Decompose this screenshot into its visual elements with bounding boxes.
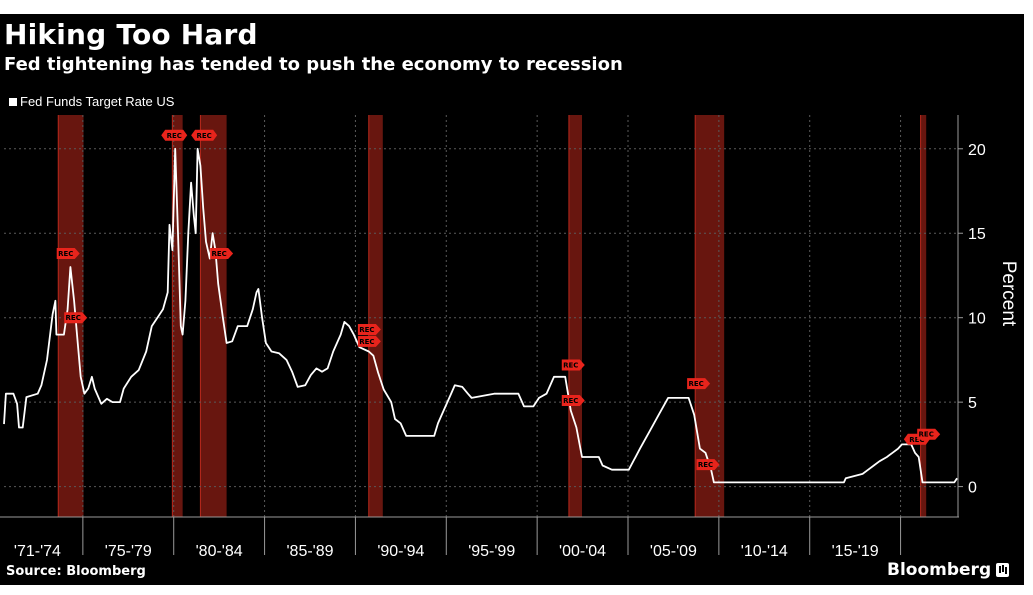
- legend-swatch: [9, 97, 17, 106]
- rec-marker-label: REC: [563, 361, 578, 369]
- recession-band: [695, 115, 725, 517]
- rec-marker: REC: [210, 248, 234, 260]
- rec-marker-shape: [561, 359, 585, 371]
- y-tick-label: 20: [968, 142, 986, 159]
- rec-marker-shape: [161, 129, 188, 141]
- y-axis-label: Percent: [998, 261, 1019, 327]
- rec-marker-shape: [191, 129, 218, 141]
- chart-subtitle: Fed tightening has tended to push the ec…: [4, 54, 623, 75]
- rec-marker-shape: [917, 428, 941, 440]
- rec-marker: REC: [56, 248, 80, 260]
- rec-marker-label: REC: [698, 461, 713, 469]
- x-tick-label: '00-'04: [559, 543, 606, 560]
- chart-title: Hiking Too Hard: [4, 18, 258, 51]
- rec-marker-shape: [56, 248, 80, 260]
- chart-frame: REC REC REC REC REC REC REC REC REC REC REC REC REC …: [0, 14, 1024, 585]
- recession-band: [568, 115, 583, 517]
- x-tick-label: '05-'09: [650, 543, 697, 560]
- legend-label: Fed Funds Target Rate US: [20, 94, 175, 109]
- source-note: Source: Bloomberg: [6, 564, 146, 579]
- rec-marker-label: REC: [58, 250, 73, 258]
- rec-marker-label: REC: [688, 380, 703, 388]
- series-line: [3, 147, 958, 484]
- rec-marker-label: REC: [359, 326, 374, 334]
- rec-marker: REC: [696, 459, 720, 471]
- rec-marker-shape: [357, 324, 381, 336]
- rec-marker-shape: [210, 248, 234, 260]
- rec-marker-label: REC: [66, 314, 81, 322]
- brand-logo: Bloomberg: [887, 560, 1010, 580]
- y-tick-label: 15: [968, 226, 986, 243]
- x-tick-label: '85-'89: [286, 543, 333, 560]
- x-tick-label: '90-'94: [377, 543, 424, 560]
- rec-marker: REC: [917, 428, 941, 440]
- rec-marker-label: REC: [909, 436, 924, 444]
- rec-marker: REC: [687, 378, 711, 390]
- rec-marker-label: REC: [563, 397, 578, 405]
- terminal-icon: [996, 563, 1010, 577]
- brand-name: Bloomberg: [887, 560, 992, 580]
- rec-marker: REC: [161, 129, 188, 141]
- rec-marker-shape: [696, 459, 720, 471]
- legend: Fed Funds Target Rate US: [9, 94, 174, 109]
- rec-marker-label: REC: [359, 338, 374, 346]
- rec-marker-label: REC: [196, 132, 211, 140]
- rec-marker: REC: [357, 335, 381, 347]
- x-tick-label: '95-'99: [468, 543, 515, 560]
- rec-marker-label: REC: [167, 132, 182, 140]
- x-tick-label: '15-'19: [832, 543, 879, 560]
- rec-marker: REC: [561, 359, 585, 371]
- x-tick-label: '75-'79: [105, 543, 152, 560]
- rec-marker-label: REC: [919, 431, 934, 439]
- rec-marker-label: REC: [211, 250, 226, 258]
- rec-marker: REC: [357, 324, 381, 336]
- rec-marker-shape: [357, 335, 381, 347]
- rec-marker-shape: [687, 378, 711, 390]
- rec-marker-shape: [561, 394, 585, 406]
- y-tick-label: 5: [968, 395, 977, 412]
- recession-band: [172, 115, 183, 517]
- y-tick-label: 10: [968, 311, 986, 328]
- recession-band: [368, 115, 383, 517]
- x-tick-label: '10-'14: [741, 543, 788, 560]
- y-tick-label: 0: [968, 480, 977, 497]
- rec-marker-shape: [64, 312, 88, 324]
- rec-marker: REC: [561, 394, 585, 406]
- x-tick-label: '80-'84: [196, 543, 243, 560]
- rec-marker: REC: [191, 129, 218, 141]
- rec-marker: REC: [64, 312, 88, 324]
- x-tick-label: '71-'74: [14, 543, 61, 560]
- recession-band: [920, 115, 927, 517]
